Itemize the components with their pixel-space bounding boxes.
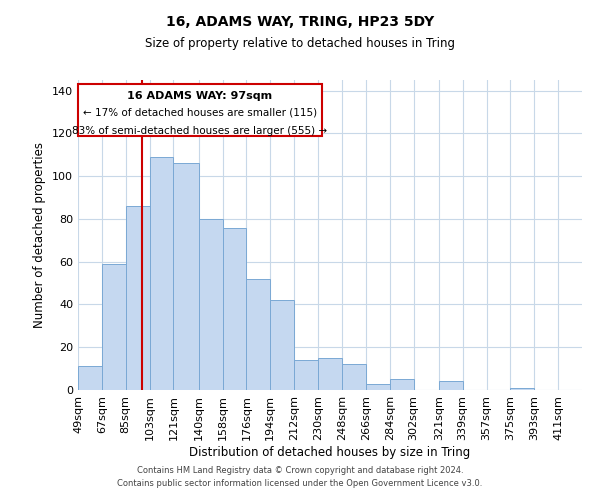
Bar bbox=[439, 382, 463, 390]
Bar bbox=[389, 380, 413, 390]
Bar bbox=[511, 388, 534, 390]
Y-axis label: Number of detached properties: Number of detached properties bbox=[34, 142, 46, 328]
Bar bbox=[294, 360, 318, 390]
Bar bbox=[78, 366, 102, 390]
Bar bbox=[199, 219, 223, 390]
Text: 16, ADAMS WAY, TRING, HP23 5DY: 16, ADAMS WAY, TRING, HP23 5DY bbox=[166, 15, 434, 29]
Bar bbox=[247, 279, 271, 390]
Text: 83% of semi-detached houses are larger (555) →: 83% of semi-detached houses are larger (… bbox=[73, 126, 328, 136]
Bar bbox=[366, 384, 389, 390]
FancyBboxPatch shape bbox=[78, 84, 322, 136]
Bar bbox=[271, 300, 294, 390]
Text: Contains HM Land Registry data © Crown copyright and database right 2024.
Contai: Contains HM Land Registry data © Crown c… bbox=[118, 466, 482, 487]
Bar bbox=[102, 264, 126, 390]
Bar bbox=[223, 228, 247, 390]
Bar bbox=[149, 157, 173, 390]
Text: ← 17% of detached houses are smaller (115): ← 17% of detached houses are smaller (11… bbox=[83, 108, 317, 118]
Bar bbox=[318, 358, 342, 390]
Bar bbox=[173, 164, 199, 390]
Text: Size of property relative to detached houses in Tring: Size of property relative to detached ho… bbox=[145, 38, 455, 51]
Text: 16 ADAMS WAY: 97sqm: 16 ADAMS WAY: 97sqm bbox=[127, 90, 272, 101]
Bar bbox=[126, 206, 149, 390]
X-axis label: Distribution of detached houses by size in Tring: Distribution of detached houses by size … bbox=[190, 446, 470, 458]
Bar bbox=[342, 364, 366, 390]
